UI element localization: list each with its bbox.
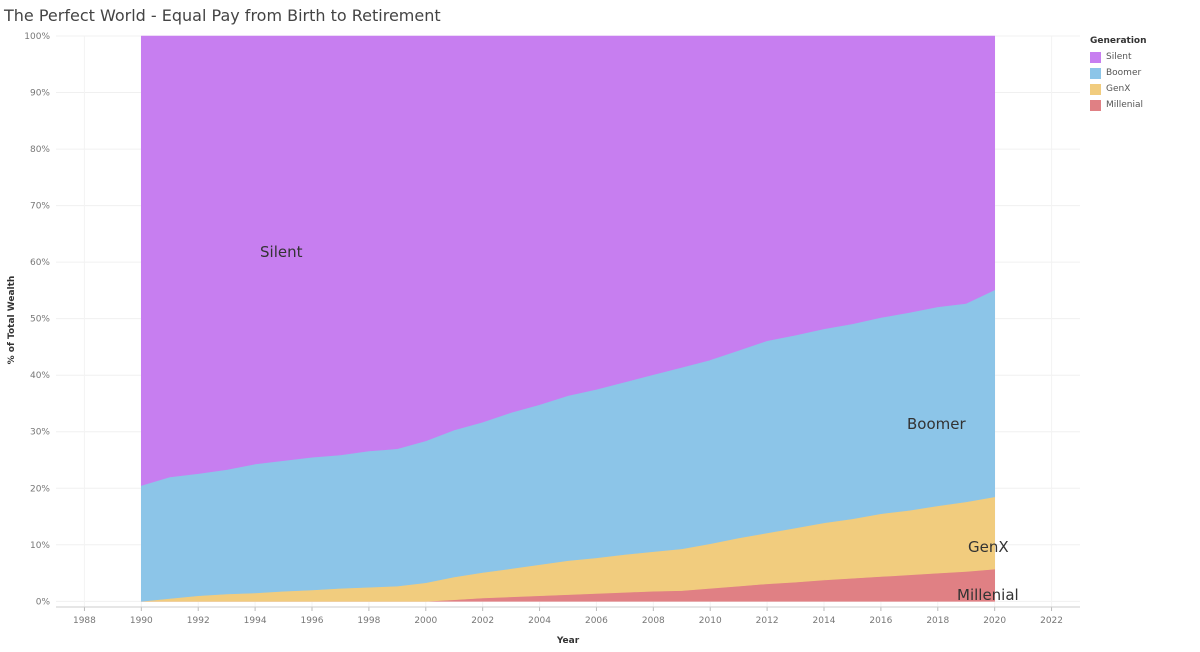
legend-swatch-genx (1090, 83, 1101, 95)
area-label-silent: Silent (260, 243, 303, 261)
y-tick-label: 10% (30, 541, 50, 551)
y-tick-label: 100% (24, 32, 50, 42)
legend-item-genx[interactable]: GenX (1090, 81, 1190, 97)
x-tick-label: 2008 (642, 616, 665, 626)
area-silent (141, 35, 996, 486)
y-tick-label: 40% (30, 371, 50, 381)
x-tick-label: 2018 (926, 616, 949, 626)
area-label-genx: GenX (968, 538, 1009, 556)
x-tick-label: 1996 (301, 616, 324, 626)
y-tick-label: 70% (30, 202, 50, 212)
legend-item-silent[interactable]: Silent (1090, 49, 1190, 65)
legend-swatch-boomer (1090, 67, 1101, 79)
legend-label-silent: Silent (1106, 52, 1132, 62)
x-axis-title: Year (556, 636, 580, 646)
x-tick-label: 2012 (756, 616, 779, 626)
area-label-millenial: Millenial (957, 586, 1019, 604)
y-tick-label: 60% (30, 258, 50, 268)
stacked-areas (141, 35, 996, 602)
x-tick-label: 2010 (699, 616, 722, 626)
x-tick-label: 2020 (983, 616, 1006, 626)
area-labels: Silent Boomer GenX Millenial (260, 243, 1019, 604)
x-tick-label: 1994 (244, 616, 267, 626)
x-tick-label: 2006 (585, 616, 608, 626)
y-axis-title: % of Total Wealth (7, 276, 17, 365)
x-tick-label: 2022 (1040, 616, 1063, 626)
legend-swatch-silent (1090, 51, 1101, 63)
y-tick-label: 50% (30, 315, 50, 325)
axes: 0% 10% 20% 30% 40% 50% 60% 70% 80% 90% 100% 1988 199… (24, 32, 1080, 626)
y-tick-label: 30% (30, 428, 50, 438)
legend-title: Generation (1090, 36, 1147, 46)
x-tick-label: 1988 (73, 616, 96, 626)
x-tick-label: 2014 (813, 616, 836, 626)
legend: Generation Silent Boomer GenX Millenial (1090, 36, 1190, 113)
x-tick-label: 1992 (187, 616, 210, 626)
x-tick-label: 2002 (471, 616, 494, 626)
legend-item-boomer[interactable]: Boomer (1090, 65, 1190, 81)
chart-title: The Perfect World - Equal Pay from Birth… (4, 6, 441, 25)
y-tick-label: 80% (30, 145, 50, 155)
x-tick-label: 1998 (357, 616, 380, 626)
legend-label-genx: GenX (1106, 84, 1131, 94)
legend-swatch-millenial (1090, 99, 1101, 111)
x-tick-label: 1990 (130, 616, 153, 626)
area-label-boomer: Boomer (907, 415, 966, 433)
x-tick-label: 2000 (414, 616, 437, 626)
legend-label-boomer: Boomer (1106, 68, 1142, 78)
y-tick-label: 20% (30, 484, 50, 494)
x-tick-label: 2004 (528, 616, 551, 626)
y-tick-label: 0% (36, 597, 51, 607)
y-tick-label: 90% (30, 89, 50, 99)
legend-item-millenial[interactable]: Millenial (1090, 97, 1190, 113)
legend-label-millenial: Millenial (1106, 100, 1144, 110)
x-tick-label: 2016 (869, 616, 892, 626)
